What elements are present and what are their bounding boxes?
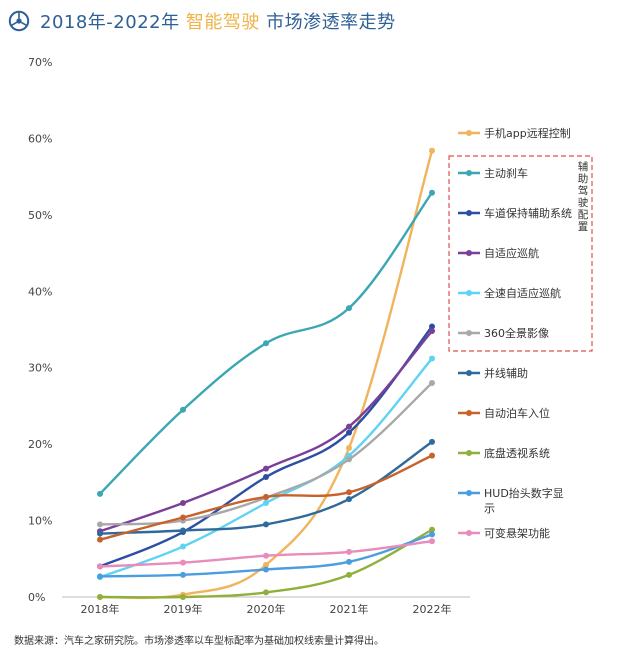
steering-wheel-icon	[8, 10, 30, 32]
series-line-7	[98, 440, 434, 535]
data-point	[346, 496, 352, 503]
data-point	[346, 489, 352, 496]
legend-swatch-marker	[466, 170, 472, 176]
data-point	[97, 490, 103, 497]
data-point	[180, 514, 186, 521]
data-point	[429, 452, 435, 459]
data-point	[97, 563, 103, 570]
data-point	[97, 594, 103, 600]
data-point	[263, 340, 269, 347]
legend-swatch-marker	[466, 450, 472, 456]
legend-swatch-marker	[466, 130, 472, 136]
data-point	[346, 548, 352, 555]
data-point	[263, 465, 269, 472]
legend-label: HUD抬头数字显	[484, 486, 564, 500]
data-point	[346, 456, 352, 463]
data-point	[263, 521, 269, 528]
data-point	[429, 438, 435, 445]
data-point	[346, 558, 352, 565]
legend-label: 自适应巡航	[484, 246, 539, 260]
y-tick-label: 10%	[28, 515, 52, 528]
x-tick-label: 2019年	[164, 602, 203, 616]
legend-label: 并线辅助	[484, 366, 528, 380]
data-point	[346, 305, 352, 312]
legend-label: 主动刹车	[484, 166, 528, 180]
data-point	[346, 423, 352, 430]
data-point	[429, 355, 435, 362]
data-point	[97, 573, 103, 580]
y-tick-label: 60%	[28, 132, 52, 145]
data-point	[263, 566, 269, 573]
y-tick-label: 20%	[28, 438, 52, 451]
data-point	[346, 429, 352, 436]
data-point	[429, 538, 435, 545]
legend-label: 手机app远程控制	[484, 126, 571, 140]
title-bar: 2018年-2022年 智能驾驶 市场渗透率走势	[8, 8, 396, 34]
x-tick-label: 2020年	[247, 602, 286, 616]
legend-label: 自动泊车入位	[484, 406, 550, 420]
legend-swatch-marker	[466, 210, 472, 216]
y-tick-label: 40%	[28, 285, 52, 298]
legend-swatch-marker	[466, 490, 472, 496]
legend-label: 全速自适应巡航	[484, 286, 561, 300]
data-point	[263, 474, 269, 481]
data-point	[180, 499, 186, 506]
data-point	[180, 406, 186, 413]
data-point	[429, 147, 435, 154]
x-tick-label: 2022年	[413, 602, 452, 616]
data-point	[346, 571, 352, 578]
y-tick-label: 0%	[28, 591, 45, 604]
data-point	[97, 536, 103, 543]
x-tick-label: 2021年	[330, 602, 369, 616]
data-point	[180, 527, 186, 534]
legend-group-box	[448, 155, 593, 352]
chart-title: 2018年-2022年 智能驾驶 市场渗透率走势	[40, 8, 396, 34]
data-point	[263, 493, 269, 500]
legend-label: 360全景影像	[484, 326, 549, 340]
title-suffix: 市场渗透率走势	[259, 12, 396, 33]
legend-swatch-marker	[466, 370, 472, 376]
data-point	[97, 530, 103, 537]
legend-label-wrap: 示	[484, 502, 495, 515]
data-point	[429, 380, 435, 386]
legend-swatch-marker	[466, 330, 472, 336]
data-point	[180, 594, 186, 600]
legend-label: 可变悬架功能	[484, 526, 550, 540]
x-tick-label: 2018年	[81, 602, 120, 616]
legend-swatch-marker	[466, 250, 472, 256]
legend-swatch-marker	[466, 530, 472, 536]
data-point	[263, 561, 269, 568]
legend-label: 底盘透视系统	[484, 446, 550, 460]
data-point	[429, 526, 435, 533]
data-point	[263, 499, 269, 506]
legend-swatch-marker	[466, 410, 472, 416]
data-point	[180, 543, 186, 550]
y-tick-label: 30%	[28, 362, 52, 375]
legend-label: 车道保持辅助系统	[484, 206, 572, 220]
data-point	[97, 521, 103, 528]
data-point	[180, 559, 186, 566]
y-tick-label: 50%	[28, 209, 52, 222]
data-point	[429, 189, 435, 196]
data-point	[429, 323, 435, 330]
data-point	[263, 552, 269, 559]
y-tick-label: 70%	[28, 56, 52, 69]
legend-group-label: 辅助驾驶配置	[578, 160, 589, 233]
footnote: 数据来源：汽车之家研究院。市场渗透率以车型标配率为基础加权线索量计算得出。	[14, 636, 384, 647]
data-point	[180, 571, 186, 578]
data-point	[429, 531, 435, 538]
data-point	[429, 328, 435, 335]
legend-swatch-marker	[466, 290, 472, 296]
data-point	[346, 444, 352, 451]
series-line-3	[98, 325, 434, 568]
title-highlight: 智能驾驶	[185, 12, 260, 33]
data-point	[263, 589, 269, 596]
title-prefix: 2018年-2022年	[40, 12, 186, 33]
